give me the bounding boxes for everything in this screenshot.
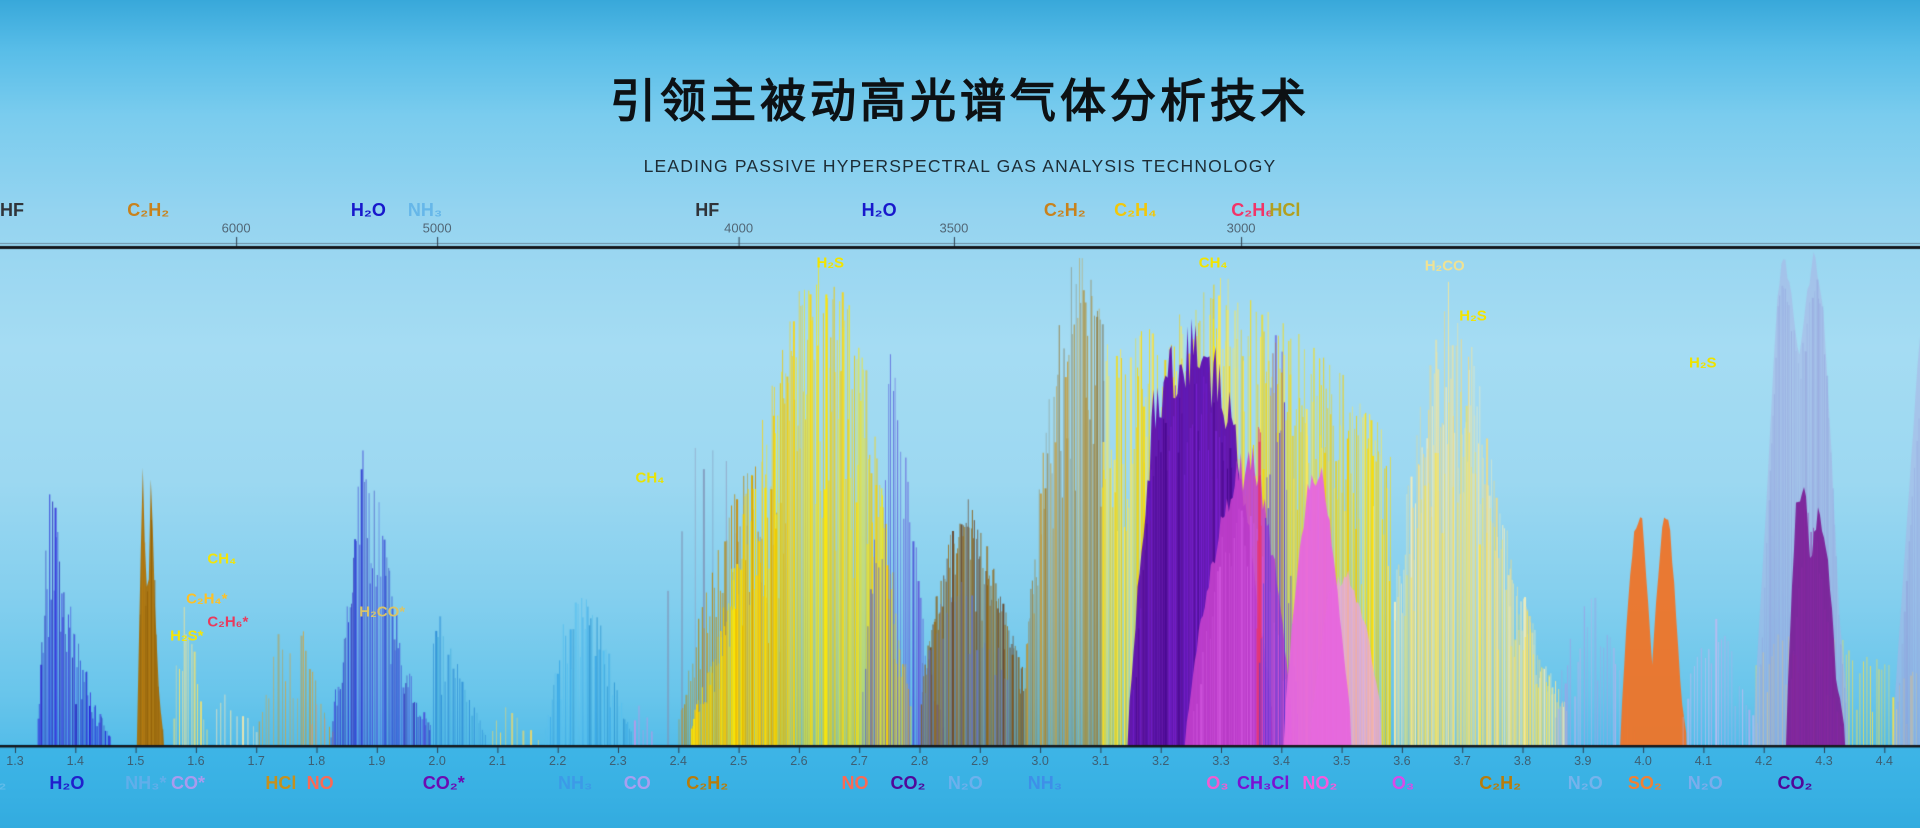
page-title: 引领主被动高光谱气体分析技术: [610, 75, 1310, 127]
page-subtitle: LEADING PASSIVE HYPERSPECTRAL GAS ANALYS…: [643, 156, 1277, 176]
